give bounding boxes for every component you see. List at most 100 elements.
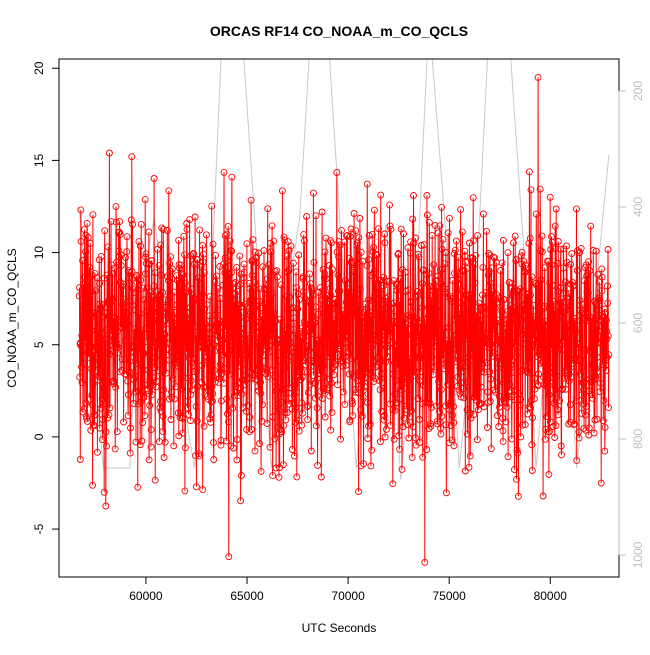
data-point [156, 397, 164, 405]
data-point [289, 304, 297, 312]
data-point [374, 296, 382, 304]
data-point [514, 492, 522, 500]
data-point [83, 414, 91, 422]
data-point [334, 381, 342, 389]
data-point [225, 553, 233, 561]
data-point [336, 287, 344, 295]
data-point [298, 399, 306, 407]
data-point [319, 362, 327, 369]
data-point [270, 237, 278, 245]
data-point [298, 421, 306, 429]
data-point [214, 306, 222, 314]
data-point [356, 321, 364, 329]
data-point [271, 435, 279, 443]
data-point [418, 319, 426, 327]
data-point [342, 298, 350, 306]
data-point [281, 409, 289, 417]
data-point [570, 282, 578, 290]
data-point [477, 317, 485, 325]
data-point [199, 241, 206, 249]
data-point [261, 342, 269, 349]
data-point [122, 323, 130, 331]
data-point [538, 232, 546, 240]
data-point [434, 272, 442, 280]
data-point [558, 451, 565, 459]
data-point [486, 397, 494, 405]
data-point [347, 355, 355, 363]
data-point [197, 262, 205, 270]
data-point [413, 329, 421, 337]
data-point [575, 434, 583, 442]
data-point [551, 434, 559, 441]
data-point [306, 270, 314, 278]
data-point [481, 368, 488, 376]
data-point [324, 312, 332, 320]
data-point [119, 309, 127, 317]
data-point [255, 363, 263, 370]
data-point [563, 258, 571, 266]
data-point [333, 169, 341, 176]
data-point [158, 322, 166, 329]
data-point [140, 349, 148, 357]
data-point [127, 216, 135, 224]
data-point [77, 342, 85, 350]
data-point [535, 337, 543, 345]
data-point [584, 294, 591, 302]
data-point [556, 299, 564, 306]
data-point [77, 237, 85, 245]
data-point [403, 320, 411, 328]
data-point [496, 294, 504, 302]
data-point [114, 327, 122, 335]
data-point [585, 387, 593, 395]
data-point [245, 355, 252, 363]
data-point [499, 236, 507, 244]
data-point [88, 326, 96, 334]
data-point [356, 285, 364, 293]
data-point [138, 437, 146, 445]
data-point [582, 346, 590, 354]
data-point [419, 280, 426, 288]
data-point [126, 357, 134, 365]
data-point [180, 232, 188, 240]
data-point [223, 257, 231, 265]
data-point [210, 456, 218, 463]
data-point [349, 267, 357, 274]
data-point [267, 248, 275, 256]
data-point [479, 360, 487, 368]
data-point [536, 185, 544, 193]
data-point [77, 206, 85, 214]
data-point [246, 428, 253, 436]
data-point [324, 291, 332, 299]
data-point [598, 273, 606, 281]
data-point [443, 343, 451, 351]
data-point [508, 369, 516, 377]
data-point [370, 267, 378, 275]
data-point [586, 313, 594, 321]
data-point [334, 345, 342, 353]
y2-tick-label: 600 [631, 313, 645, 333]
data-point [562, 385, 570, 393]
data-point [92, 367, 100, 375]
data-point [97, 404, 105, 412]
data-point [123, 248, 131, 256]
data-point [227, 442, 235, 450]
data-point [263, 294, 271, 302]
data-point [557, 284, 565, 292]
data-point [546, 378, 554, 385]
data-point [458, 266, 466, 274]
data-point [416, 377, 424, 385]
data-point [432, 402, 440, 410]
data-point [516, 325, 524, 333]
data-point [404, 421, 411, 428]
data-point [525, 239, 533, 247]
data-point [598, 287, 606, 295]
data-point [145, 260, 153, 268]
data-point [399, 343, 407, 351]
data-point [287, 338, 294, 346]
data-point [483, 227, 491, 235]
data-point [452, 331, 460, 339]
data-point [339, 307, 347, 315]
data-point [318, 296, 326, 304]
data-point [139, 419, 147, 427]
data-point [357, 248, 365, 256]
